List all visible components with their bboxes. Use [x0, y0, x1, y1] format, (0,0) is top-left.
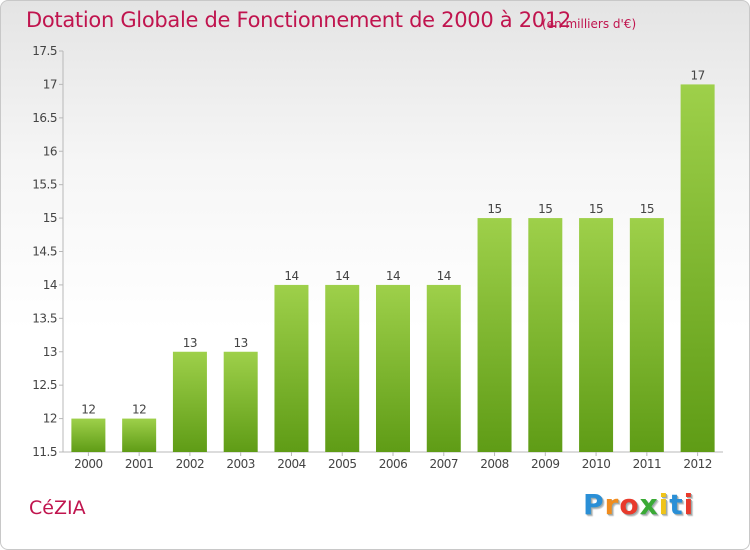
y-tick-label: 14.5	[32, 245, 57, 259]
bar-value-label: 15	[589, 202, 603, 216]
x-tick-label: 2005	[328, 457, 357, 471]
bar-2005	[325, 284, 360, 452]
logo-letter: i	[683, 488, 695, 521]
y-tick-label: 13.5	[32, 311, 57, 325]
x-tick-label: 2007	[429, 457, 458, 471]
logo-letter: r	[604, 488, 620, 521]
bar-value-label: 12	[132, 403, 146, 417]
bar-2006	[376, 284, 410, 452]
x-tick-label: 2000	[74, 457, 103, 471]
x-tick-label: 2006	[379, 457, 408, 471]
proxiti-logo: Proxiti	[583, 488, 694, 521]
bar-2002	[172, 351, 207, 452]
bar-2001	[122, 418, 157, 452]
y-tick-label: 15	[43, 211, 57, 225]
x-tick-label: 2010	[582, 457, 611, 471]
bar-2011	[629, 218, 664, 452]
bar-2003	[223, 351, 258, 452]
bar-value-label: 13	[183, 336, 197, 350]
logo-letter: t	[669, 488, 684, 521]
y-tick-label: 13	[43, 345, 57, 359]
logo-letter: x	[639, 488, 659, 521]
y-tick-label: 12.5	[32, 378, 57, 392]
x-tick-label: 2012	[683, 457, 712, 471]
bar-value-label: 14	[284, 269, 298, 283]
x-tick-label: 2004	[277, 457, 306, 471]
bar-value-label: 15	[487, 202, 501, 216]
x-tick-label: 2009	[531, 457, 560, 471]
bar-2008	[477, 218, 512, 452]
logo-letter: P	[583, 488, 605, 521]
bar-value-label: 17	[690, 68, 704, 82]
bar-2009	[528, 218, 563, 452]
bar-value-label: 14	[335, 269, 349, 283]
y-tick-label: 17	[43, 77, 57, 91]
bar-value-label: 14	[386, 269, 400, 283]
commune-name: CéZIA	[29, 497, 86, 519]
x-tick-label: 2001	[125, 457, 154, 471]
chart-title: Dotation Globale de Fonctionnement de 20…	[26, 8, 571, 32]
x-tick-label: 2003	[226, 457, 255, 471]
bar-2007	[426, 284, 461, 452]
y-tick-label: 15.5	[32, 178, 57, 192]
bar-2010	[579, 218, 614, 452]
bar-2004	[274, 284, 309, 452]
x-tick-label: 2011	[633, 457, 662, 471]
bar-value-label: 14	[437, 269, 451, 283]
bar-value-label: 13	[234, 336, 248, 350]
bar-2012	[680, 84, 715, 453]
bar-2000	[71, 418, 106, 452]
x-tick-label: 2002	[176, 457, 205, 471]
y-tick-label: 14	[43, 278, 57, 292]
bar-value-label: 12	[81, 403, 95, 417]
chart-subtitle: (en milliers d'€)	[542, 17, 637, 31]
bar-value-label: 15	[538, 202, 552, 216]
y-tick-label: 16.5	[32, 111, 57, 125]
y-tick-label: 16	[43, 144, 57, 158]
logo-letter: o	[619, 488, 640, 521]
x-tick-label: 2008	[480, 457, 509, 471]
logo-letter: i	[658, 488, 670, 521]
y-tick-label: 17.5	[32, 44, 57, 58]
bar-value-label: 15	[640, 202, 654, 216]
y-tick-label: 11.5	[32, 445, 57, 459]
y-tick-label: 12	[43, 412, 57, 426]
